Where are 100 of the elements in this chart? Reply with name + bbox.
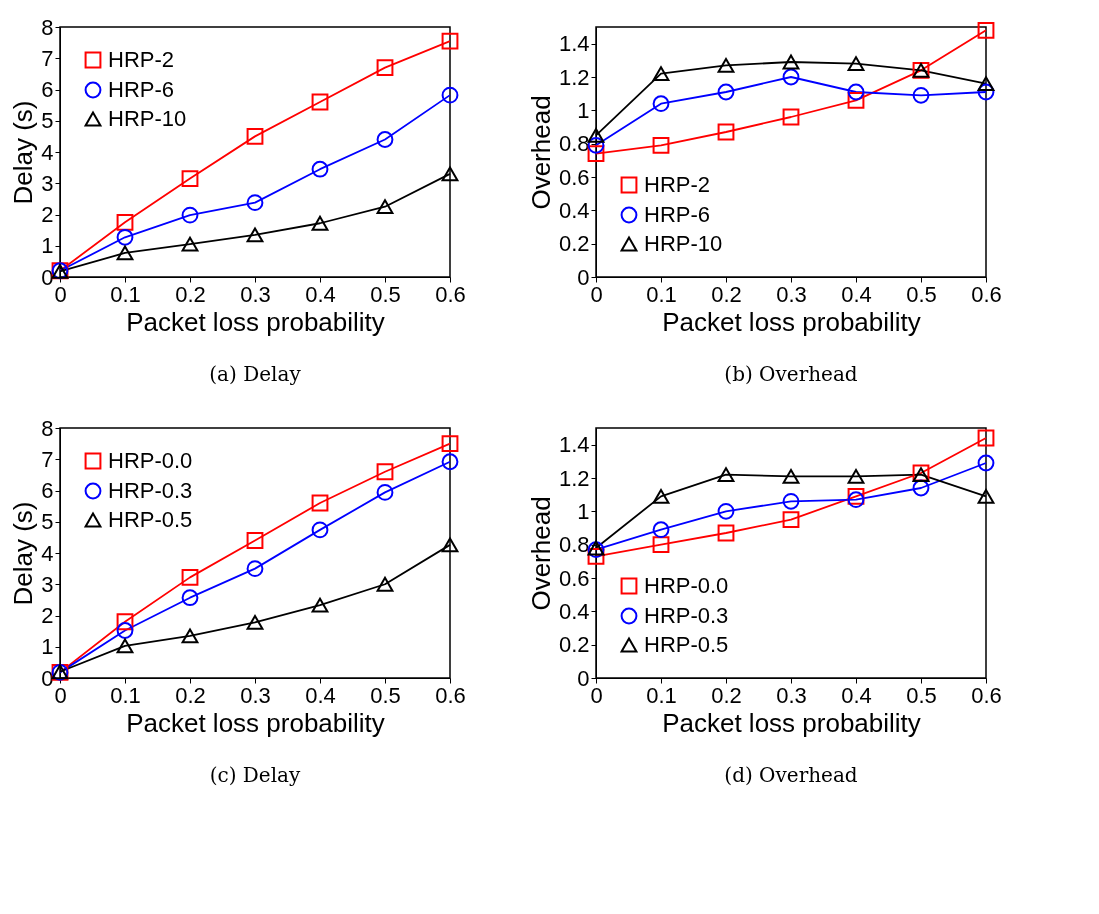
legend-label: HRP-2	[644, 172, 711, 197]
legend-label: HRP-0.5	[108, 507, 193, 532]
point	[652, 488, 670, 504]
point	[912, 479, 930, 497]
point	[717, 57, 735, 73]
point	[181, 568, 199, 586]
point	[717, 502, 735, 520]
point	[977, 454, 995, 472]
x-tick-label: 0.3	[776, 682, 807, 708]
y-tick-label: 2	[41, 603, 54, 628]
point	[717, 467, 735, 483]
point	[847, 83, 865, 101]
point	[587, 127, 605, 143]
point	[181, 589, 199, 607]
point	[311, 93, 329, 111]
point	[311, 215, 329, 231]
legend-label: HRP-10	[644, 231, 723, 256]
point	[116, 638, 134, 654]
x-tick-label: 0.3	[240, 682, 271, 708]
point	[311, 160, 329, 178]
point	[977, 488, 995, 504]
text: (d) Overhead	[724, 763, 858, 787]
point	[311, 597, 329, 613]
x-tick-label: 0.5	[906, 281, 937, 307]
x-tick-label: 0.1	[110, 682, 141, 708]
y-axis-title: Delay (s)	[8, 501, 39, 606]
point	[311, 494, 329, 512]
y-tick-label: 0	[577, 264, 590, 290]
point	[376, 131, 394, 148]
y-tick-label: 2	[41, 202, 54, 227]
point	[977, 429, 995, 447]
point	[782, 468, 800, 484]
point	[782, 108, 800, 126]
point	[847, 91, 865, 109]
point	[441, 453, 459, 471]
x-tick-label: 0.1	[110, 281, 141, 307]
point	[116, 213, 134, 231]
x-tick-label: 0.2	[175, 281, 206, 307]
point	[782, 511, 800, 529]
y-tick-label: 0.4	[558, 197, 590, 223]
point	[977, 21, 995, 39]
x-tick-label: 0.3	[240, 281, 271, 307]
text: (b) Overhead	[724, 362, 858, 386]
y-tick-label: 0.8	[558, 131, 590, 157]
x-tick-label: 0.2	[711, 682, 742, 708]
y-tick-label: 0	[41, 264, 54, 290]
point	[912, 86, 930, 104]
y-tick-label: 1	[41, 233, 54, 259]
y-tick-label: 3	[41, 571, 54, 597]
point	[977, 83, 995, 101]
point	[782, 68, 800, 86]
point	[717, 83, 735, 101]
point	[587, 547, 605, 565]
point	[116, 228, 134, 246]
legend-label: HRP-6	[108, 77, 175, 102]
x-axis-title: Packet loss probability	[662, 707, 921, 738]
point	[181, 628, 199, 644]
point	[116, 622, 134, 639]
y-tick-label: 5	[41, 108, 54, 134]
point	[441, 166, 459, 182]
x-tick-label: 0.5	[906, 682, 937, 708]
point	[116, 613, 134, 631]
point	[246, 194, 264, 212]
y-tick-label: 6	[41, 478, 54, 503]
point	[652, 536, 670, 554]
point	[587, 145, 605, 163]
point	[181, 236, 199, 252]
y-tick-label: 0.4	[558, 598, 590, 624]
y-tick-label: 4	[41, 540, 54, 566]
x-axis-title: Packet loss probability	[662, 306, 921, 337]
point	[181, 206, 199, 224]
x-tick-label: 0.3	[776, 281, 807, 307]
y-tick-label: 0	[577, 665, 590, 691]
y-tick-label: 0.8	[558, 532, 590, 558]
x-tick-label: 0.4	[305, 682, 336, 708]
y-tick-label: 8	[41, 14, 54, 40]
y-tick-label: 1.4	[558, 31, 590, 57]
y-tick-label: 1.2	[558, 465, 590, 491]
y-tick-label: 1	[577, 97, 590, 123]
legend-label: HRP-0.0	[644, 573, 729, 598]
y-tick-label: 3	[41, 170, 54, 196]
point	[782, 54, 800, 70]
x-tick-label: 0.6	[971, 281, 1002, 307]
point	[652, 95, 670, 113]
y-axis-title: Delay (s)	[8, 100, 39, 205]
y-tick-label: 0.2	[558, 632, 590, 658]
point	[441, 537, 459, 553]
y-tick-label: 0.2	[558, 231, 590, 257]
legend-label: HRP-6	[644, 202, 711, 227]
y-tick-label: 0	[41, 665, 54, 691]
x-tick-label: 0.6	[435, 682, 466, 708]
point	[977, 76, 995, 92]
y-tick-label: 1.2	[558, 64, 590, 90]
point	[441, 86, 459, 104]
legend-label: HRP-0.3	[644, 603, 729, 628]
point	[181, 170, 199, 187]
point	[376, 576, 394, 592]
x-tick-label: 0.4	[841, 682, 872, 708]
y-tick-label: 6	[41, 77, 54, 102]
y-tick-label: 0.6	[558, 164, 590, 190]
